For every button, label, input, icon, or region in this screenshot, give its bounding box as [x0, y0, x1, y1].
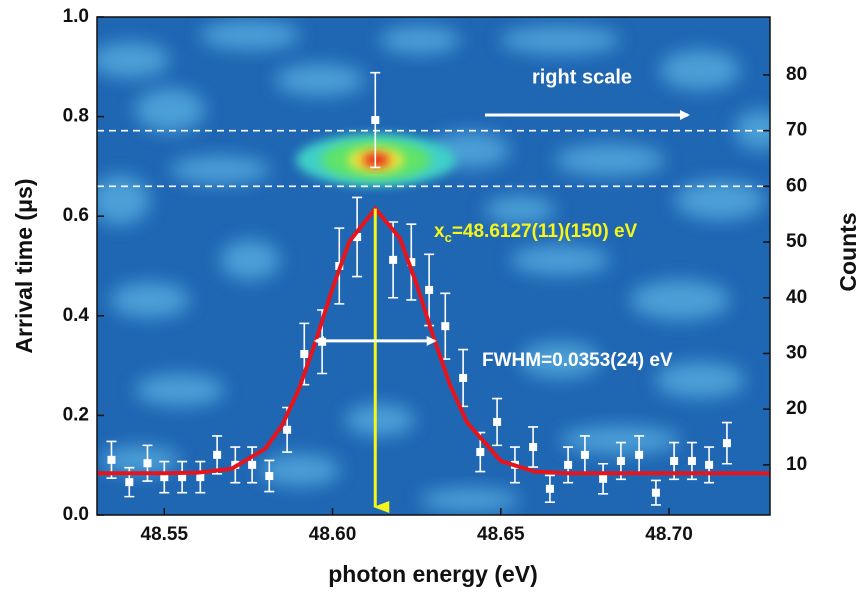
heatmap-blob — [735, 110, 770, 150]
y2-tick-label: 80 — [786, 64, 807, 85]
x-tick-label: 48.70 — [645, 524, 693, 545]
data-point — [476, 448, 485, 457]
heatmap-blob — [500, 26, 620, 54]
data-point — [459, 373, 468, 382]
data-point — [196, 473, 205, 482]
heatmap-blob — [420, 488, 520, 512]
data-point — [635, 450, 644, 459]
heatmap-blob — [655, 362, 745, 398]
data-point — [722, 439, 731, 448]
data-point — [353, 233, 362, 242]
y-tick-label: 0.4 — [63, 305, 90, 326]
heatmap-blob — [220, 240, 280, 280]
right-scale-label: right scale — [532, 66, 632, 88]
data-point — [389, 255, 398, 264]
data-point — [248, 460, 257, 469]
y2-axis-label: Counts — [835, 212, 861, 291]
y2-tick-label: 10 — [786, 454, 807, 475]
heatmap-blob — [97, 42, 170, 78]
data-point — [143, 459, 152, 468]
data-point — [545, 484, 554, 493]
data-point — [705, 460, 714, 469]
xc-rest: =48.6127(11)(150) eV — [452, 221, 638, 242]
data-point — [651, 488, 660, 497]
data-point — [265, 472, 274, 481]
heatmap-blob — [345, 404, 415, 436]
heatmap-blob — [630, 280, 730, 320]
data-point — [213, 450, 222, 459]
center-annotation: xc=48.6127(11)(150) eV — [434, 221, 638, 245]
x-tick-label: 48.60 — [309, 524, 357, 545]
data-point — [599, 474, 608, 483]
heatmap-blob — [170, 156, 270, 184]
plot-layer — [97, 71, 770, 506]
data-point — [407, 258, 416, 267]
fit-curve — [97, 205, 770, 476]
data-point — [300, 350, 309, 359]
heatmap-blob — [97, 175, 150, 225]
y-tick-label: 0.2 — [63, 404, 89, 425]
heatmap — [97, 17, 770, 515]
data-point — [160, 473, 169, 482]
y-axis-label: Arrival time (μs) — [11, 178, 37, 353]
fwhm-annotation: FWHM=0.0353(24) eV — [482, 350, 673, 371]
heatmap-blob — [135, 88, 205, 132]
y-tick-label: 0.6 — [63, 205, 89, 226]
xc-sub: c — [445, 230, 452, 245]
data-point — [283, 425, 292, 434]
heatmap-blob — [520, 342, 600, 378]
y2-tick-label: 50 — [786, 231, 807, 252]
data-point — [125, 478, 134, 487]
y-tick-label: 0.8 — [63, 106, 89, 127]
heatmap-blob — [100, 446, 180, 474]
heatmap-blob — [275, 64, 365, 96]
heatmap-blob — [560, 426, 680, 454]
data-point — [616, 456, 625, 465]
data-point — [178, 473, 187, 482]
x-tick-label: 48.65 — [477, 524, 525, 545]
y-tick-label: 1.0 — [63, 6, 89, 27]
xc-main: x — [434, 221, 445, 242]
plot-frame — [96, 16, 771, 516]
data-point — [529, 443, 538, 452]
heatmap-blob — [200, 20, 300, 50]
heatmap-blob — [135, 374, 225, 406]
heatmap-blob — [110, 282, 190, 318]
y-tick-label: 0.0 — [63, 504, 89, 525]
heatmap-blob — [555, 144, 665, 176]
heatmap-blob — [660, 50, 740, 90]
heatmap-blob — [510, 245, 610, 275]
data-point — [371, 116, 380, 125]
data-point — [564, 460, 573, 469]
y2-tick-label: 20 — [786, 398, 807, 419]
x-tick-label: 48.55 — [141, 524, 189, 545]
heatmap-blob — [380, 26, 460, 54]
heatmap-blob — [485, 196, 555, 224]
x-axis-label: photon energy (eV) — [328, 561, 538, 587]
y2-tick-label: 60 — [786, 175, 807, 196]
y2-tick-label: 70 — [786, 120, 807, 141]
data-point — [580, 450, 589, 459]
heatmap-blob — [675, 180, 765, 220]
data-point — [425, 285, 434, 294]
data-point — [107, 455, 116, 464]
y2-tick-label: 40 — [786, 287, 807, 308]
data-point — [441, 322, 450, 331]
y2-tick-label: 30 — [786, 342, 807, 363]
data-point — [493, 417, 502, 426]
heatmap-blob — [260, 454, 340, 486]
data-point — [687, 456, 696, 465]
data-point — [670, 456, 679, 465]
